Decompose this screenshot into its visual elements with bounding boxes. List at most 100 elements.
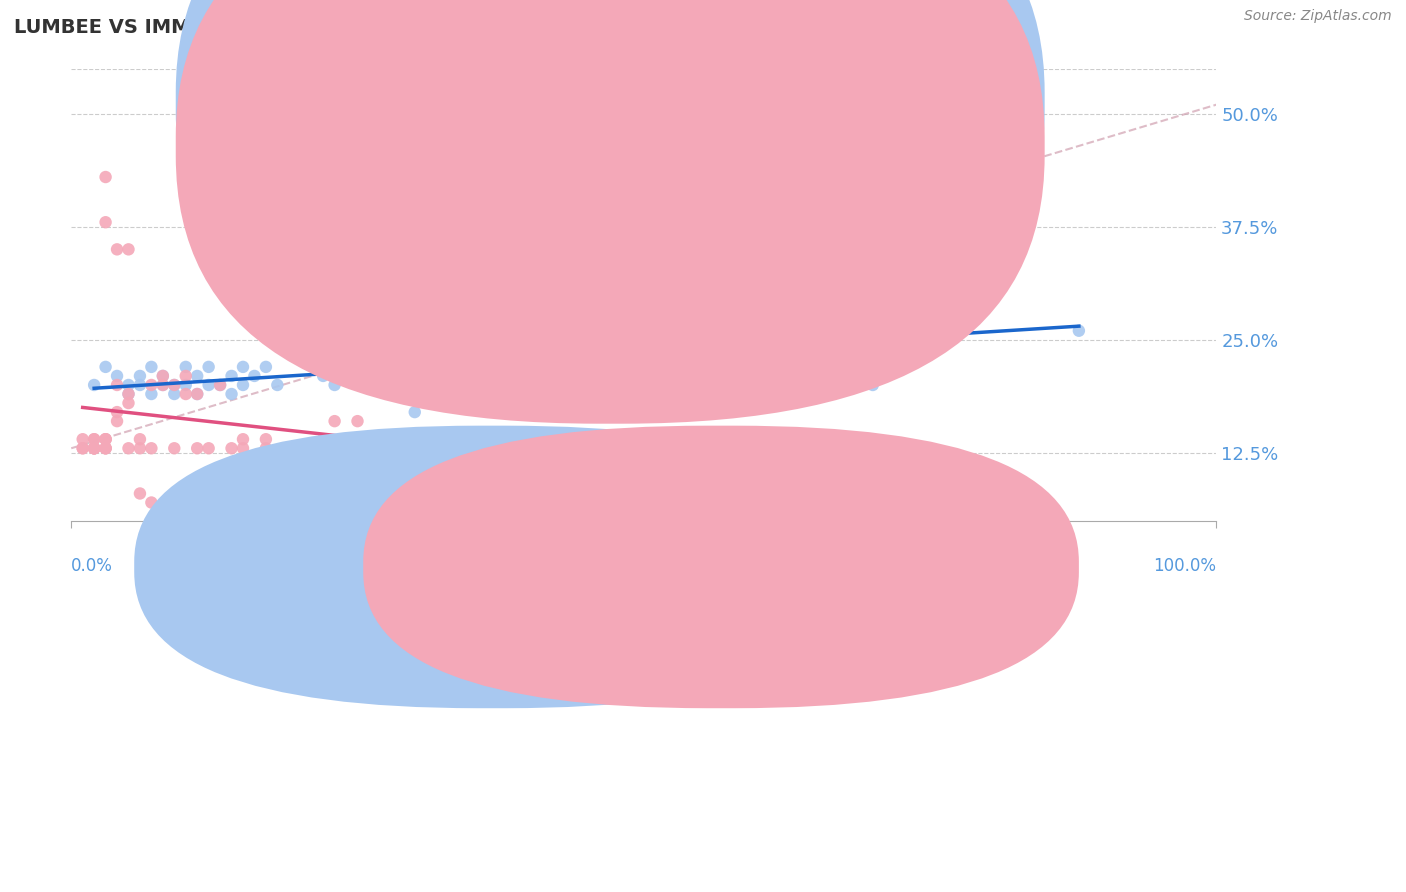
Point <box>301 442 323 456</box>
Point <box>254 442 277 456</box>
Point <box>129 442 152 456</box>
Point <box>94 215 117 229</box>
Point <box>163 378 186 392</box>
Point <box>174 387 197 401</box>
Point <box>105 414 128 428</box>
Point <box>117 378 139 392</box>
Point <box>346 342 368 356</box>
Point <box>117 387 139 401</box>
Point <box>105 243 128 257</box>
Point <box>690 333 713 347</box>
Point <box>129 432 152 446</box>
Point <box>804 378 827 392</box>
Point <box>129 486 152 500</box>
Point <box>312 432 335 446</box>
Point <box>94 432 117 446</box>
Point <box>254 359 277 374</box>
Point <box>163 442 186 456</box>
Point <box>83 442 105 456</box>
Point <box>254 432 277 446</box>
Point <box>94 442 117 456</box>
Point <box>152 368 174 383</box>
Text: R = 0.353   N = 44: R = 0.353 N = 44 <box>633 94 817 112</box>
Point <box>94 169 117 184</box>
Point <box>747 333 769 347</box>
Point <box>232 359 254 374</box>
Point <box>370 359 392 374</box>
Point <box>105 368 128 383</box>
Point <box>209 378 232 392</box>
Point <box>141 387 163 401</box>
Point <box>221 442 243 456</box>
Point <box>141 378 163 392</box>
Point <box>152 378 174 392</box>
Point <box>72 432 94 446</box>
Point <box>105 378 128 392</box>
Point <box>862 378 884 392</box>
Point <box>83 378 105 392</box>
Point <box>141 359 163 374</box>
Point <box>141 442 163 456</box>
Point <box>83 442 105 456</box>
Point <box>94 432 117 446</box>
Point <box>186 442 208 456</box>
Point <box>117 243 139 257</box>
Text: Source: ZipAtlas.com: Source: ZipAtlas.com <box>1244 9 1392 23</box>
Point <box>117 442 139 456</box>
Point <box>141 495 163 509</box>
Point <box>94 442 117 456</box>
Text: 0.0%: 0.0% <box>72 557 112 574</box>
Point <box>323 414 346 428</box>
Point <box>232 378 254 392</box>
Point <box>163 387 186 401</box>
Point <box>83 442 105 456</box>
Point <box>976 206 998 220</box>
Point <box>129 368 152 383</box>
Point <box>290 342 312 356</box>
Point <box>72 442 94 456</box>
Point <box>152 368 174 383</box>
Point <box>94 432 117 446</box>
Point <box>517 387 540 401</box>
FancyBboxPatch shape <box>134 425 849 708</box>
Point <box>266 378 288 392</box>
Point <box>105 405 128 419</box>
Point <box>197 442 219 456</box>
Point <box>312 368 335 383</box>
Point <box>186 387 208 401</box>
Point <box>209 378 232 392</box>
Point <box>129 378 152 392</box>
Point <box>174 378 197 392</box>
Point <box>94 442 117 456</box>
Text: ZIPatlas: ZIPatlas <box>492 261 794 327</box>
Point <box>575 405 598 419</box>
Text: 100.0%: 100.0% <box>1153 557 1216 574</box>
Point <box>197 359 219 374</box>
Point <box>186 368 208 383</box>
Point <box>83 442 105 456</box>
Point <box>117 396 139 410</box>
Point <box>232 432 254 446</box>
FancyBboxPatch shape <box>363 425 1078 708</box>
Point <box>152 378 174 392</box>
Point <box>461 378 484 392</box>
Point <box>221 387 243 401</box>
Point <box>1067 324 1090 338</box>
Text: Lumbee: Lumbee <box>516 566 588 583</box>
Point <box>918 342 941 356</box>
Point <box>290 442 312 456</box>
Point <box>197 378 219 392</box>
Point <box>117 387 139 401</box>
Point <box>72 442 94 456</box>
Point <box>174 368 197 383</box>
Point <box>221 368 243 383</box>
Text: Immigrants from Russia: Immigrants from Russia <box>673 566 889 583</box>
Point <box>346 414 368 428</box>
Text: LUMBEE VS IMMIGRANTS FROM RUSSIA MALE DISABILITY CORRELATION CHART: LUMBEE VS IMMIGRANTS FROM RUSSIA MALE DI… <box>14 18 880 37</box>
Text: R = 0.186   N = 52: R = 0.186 N = 52 <box>633 143 817 161</box>
Point <box>232 442 254 456</box>
Point <box>83 432 105 446</box>
Point <box>633 315 655 329</box>
Point <box>83 432 105 446</box>
Point <box>323 378 346 392</box>
